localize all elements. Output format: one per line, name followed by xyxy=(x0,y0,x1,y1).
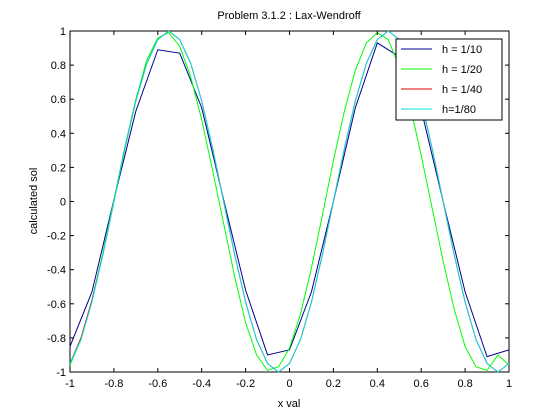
y-tick-label: 0.4 xyxy=(51,128,66,140)
legend-entry-label: h = 1/20 xyxy=(442,64,482,76)
y-tick-label: 0 xyxy=(60,197,66,209)
y-tick-label: 0.8 xyxy=(51,60,66,72)
chart-title: Problem 3.1.2 : Lax-Wendroff xyxy=(217,10,361,22)
x-tick-label: 0.6 xyxy=(414,378,429,390)
x-tick-label: -0.6 xyxy=(148,378,167,390)
y-tick-label: -1 xyxy=(56,367,66,379)
x-tick-label: -0.8 xyxy=(104,378,123,390)
y-tick-label: 0.6 xyxy=(51,94,66,106)
y-tick-label: 0.2 xyxy=(51,162,66,174)
x-axis-label: x val xyxy=(278,398,301,410)
x-tick-label: 0.4 xyxy=(370,378,385,390)
series-layer xyxy=(69,30,510,373)
ticks-layer: -1 -0.8 -0.6 -0.4 -0.2 0 0.2 0.4 0.6 0.8 1 -1 -0.8 -0… xyxy=(47,26,512,390)
x-tick-label: 0 xyxy=(286,378,292,390)
x-tick-label: 1 xyxy=(506,378,512,390)
series-line-2 xyxy=(69,32,510,371)
y-axis-label: calculated sol xyxy=(28,168,40,235)
y-tick-label: 1 xyxy=(60,26,66,38)
x-tick-label: 0.8 xyxy=(457,378,472,390)
legend-entry-label: h = 1/10 xyxy=(442,44,482,56)
y-tick-label: -0.8 xyxy=(47,333,66,345)
legend-entry-label: h=1/80 xyxy=(442,104,476,116)
series-line-1 xyxy=(69,42,510,358)
series-line-4 xyxy=(69,30,510,373)
legend-box xyxy=(395,38,503,121)
legend: h = 1/10 h = 1/20 h = 1/40 h=1/80 xyxy=(395,38,503,121)
x-tick-label: -0.2 xyxy=(236,378,255,390)
x-tick-label: 0.2 xyxy=(326,378,341,390)
y-tick-label: -0.2 xyxy=(47,231,66,243)
y-tick-label: -0.6 xyxy=(47,299,66,311)
x-tick-label: -1 xyxy=(65,378,75,390)
x-tick-label: -0.4 xyxy=(192,378,211,390)
legend-entry-label: h = 1/40 xyxy=(442,84,482,96)
y-tick-label: -0.4 xyxy=(47,265,66,277)
